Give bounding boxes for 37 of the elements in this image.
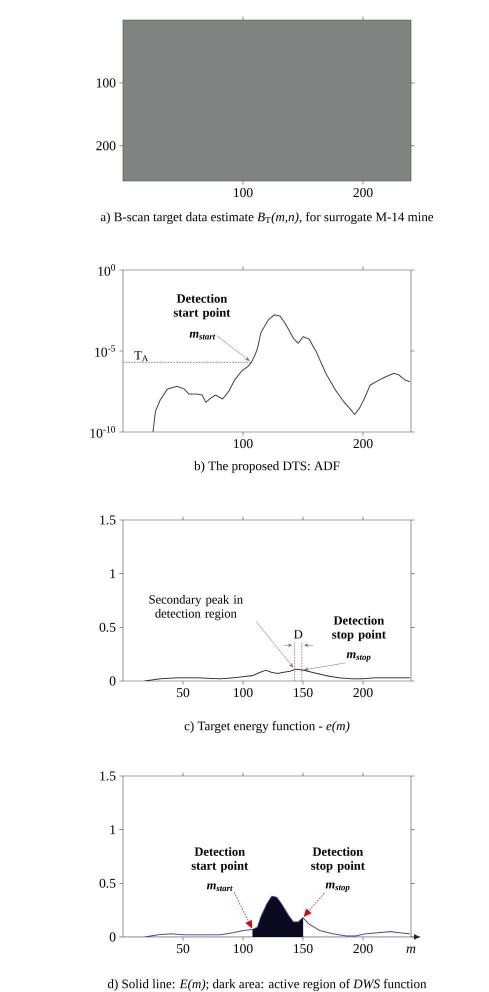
x-tick-label: 150	[294, 944, 313, 954]
text: c) Target energy function - e(m)	[184, 721, 350, 733]
y-tick-label: 1.5	[100, 515, 116, 525]
annotation: Detection start point	[174, 294, 230, 320]
annotation: D	[294, 630, 302, 638]
annotation: m$_{stop}$	[346, 652, 371, 662]
y-tick-label: 1	[110, 569, 116, 578]
y-tick-label: 0	[110, 932, 116, 942]
y-tick-label: 0.5	[100, 878, 116, 888]
annotation: Detection start point	[192, 847, 248, 872]
y-tick-label: 0.5	[100, 622, 116, 632]
y-tick-label: 1	[110, 825, 116, 834]
x-axis-title: m	[406, 946, 416, 953]
y-tick-label: 0	[110, 676, 116, 686]
y-tick-label: 10$^{-5}$	[95, 345, 116, 357]
x-tick-label: 200	[353, 944, 373, 954]
x-tick-label: 50	[177, 688, 190, 698]
x-tick-label: 150	[294, 688, 313, 698]
x-tick-label: 100	[234, 688, 253, 698]
annotation: m$_{start}$	[190, 332, 216, 340]
annotation: m$_{stop}$	[326, 882, 350, 892]
text: d) Solid line: E(m); dark area: active region of DWS function	[108, 979, 426, 991]
y-tick-label: 200	[96, 141, 116, 150]
x-tick-label: 100	[234, 944, 253, 954]
annotation: Secondary peak in detection region	[149, 594, 243, 620]
y-tick-label: 10$^{-10}$	[90, 426, 116, 438]
annotation: Detection stop point	[311, 847, 365, 872]
series-label: T$_{A}$	[134, 351, 148, 362]
y-tick-label: 1.5	[100, 771, 116, 781]
annotation: Detection stop point	[332, 616, 386, 642]
x-tick-label: 50	[177, 944, 190, 954]
annotation: m$_{start}$	[206, 883, 233, 892]
text: a) B-scan target data estimate B$_{T}$(m,n), for surrogate M-14 mine	[100, 212, 434, 224]
text: b) The proposed DTS: ADF	[194, 461, 340, 473]
y-tick-label: 10$^{0}$	[98, 264, 116, 276]
y-tick-label: 100	[96, 78, 116, 88]
x-tick-label: 200	[353, 688, 373, 698]
